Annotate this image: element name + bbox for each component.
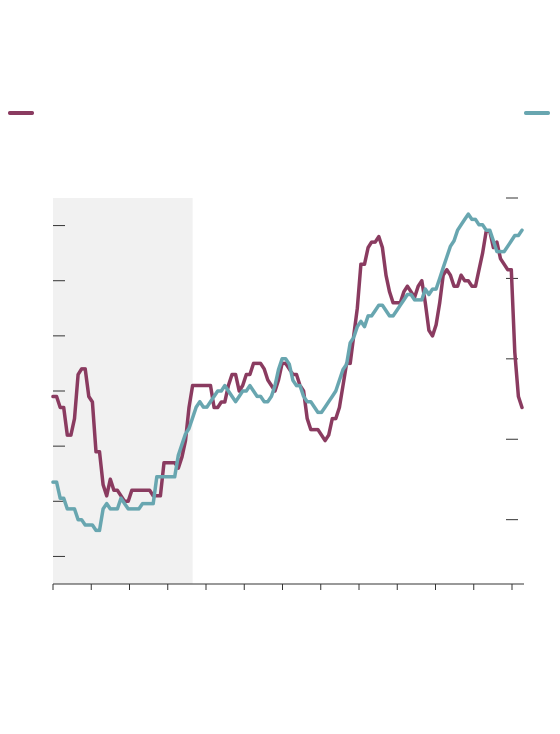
shaded-region — [53, 198, 193, 584]
shaded-region-layer — [53, 198, 193, 584]
series-line-left-axis — [51, 229, 524, 504]
axis-ticks-layer — [52, 197, 524, 590]
series-layer — [51, 212, 524, 533]
series-line-right-axis — [51, 212, 524, 533]
